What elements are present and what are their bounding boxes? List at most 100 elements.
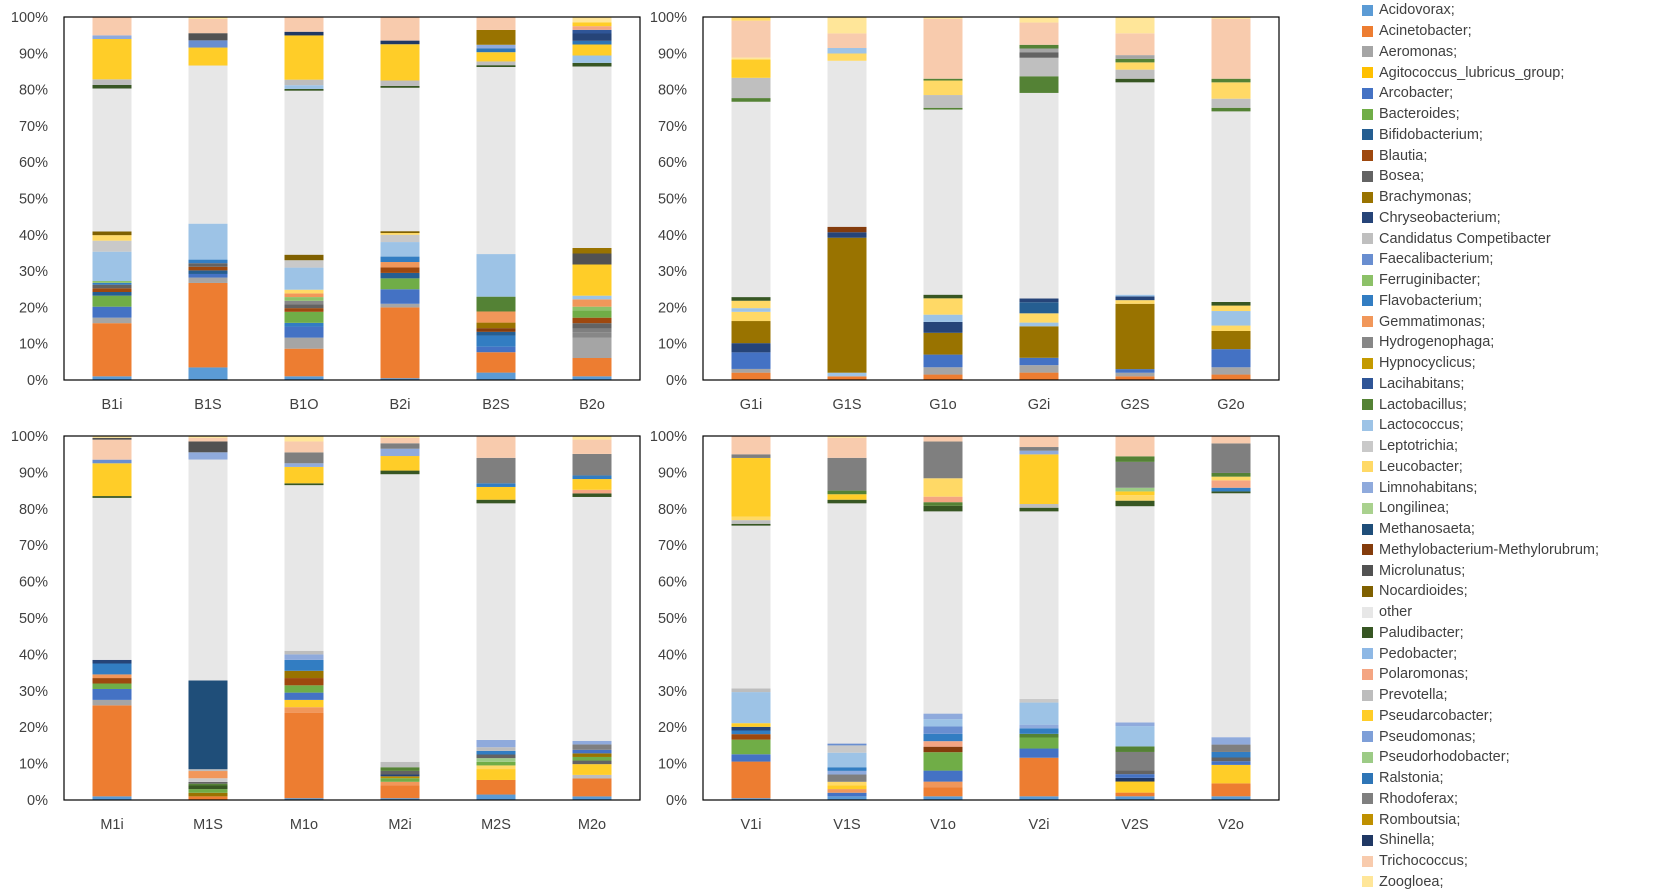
legend-label: Lactobacillus; xyxy=(1379,396,1467,413)
y-tick-label: 0% xyxy=(666,793,687,809)
bar-segment xyxy=(1211,107,1251,112)
y-tick-label: 10% xyxy=(658,757,687,773)
legend-item: Bosea; xyxy=(1362,166,1654,187)
legend-swatch xyxy=(1362,4,1373,16)
bar-segment xyxy=(380,80,420,86)
x-tick-label: V1S xyxy=(833,817,860,833)
bar-segment xyxy=(476,499,516,504)
bar-segment xyxy=(572,328,612,333)
bar-G1o xyxy=(923,17,963,380)
bar-segment xyxy=(92,463,132,497)
bar-segment xyxy=(731,368,771,373)
bar-segment xyxy=(92,295,132,307)
legend-label: Ferruginibacter; xyxy=(1379,272,1481,289)
bar-segment xyxy=(92,497,132,660)
bar-segment xyxy=(380,456,420,471)
bar-segment xyxy=(731,98,771,102)
bar-segment xyxy=(572,317,612,324)
legend-swatch xyxy=(1362,419,1373,431)
bar-segment xyxy=(284,326,324,338)
legend-swatch xyxy=(1362,253,1373,265)
bar-segment xyxy=(284,311,324,323)
legend-swatch xyxy=(1362,606,1373,618)
bar-segment xyxy=(284,670,324,679)
y-tick-label: 40% xyxy=(658,647,687,663)
x-tick-label: V1o xyxy=(930,817,956,833)
bar-M1i xyxy=(92,436,132,800)
legend-item: Pseudomonas; xyxy=(1362,726,1654,747)
bar-segment xyxy=(380,232,420,235)
bar-segment xyxy=(1019,454,1059,505)
legend-item: Leptotrichia; xyxy=(1362,436,1654,457)
bar-segment xyxy=(284,308,324,312)
bar-segment xyxy=(284,650,324,655)
bar-segment xyxy=(92,439,132,460)
bar-segment xyxy=(1115,62,1155,70)
bar-segment xyxy=(1019,92,1059,299)
bar-segment xyxy=(923,781,963,788)
bar-segment xyxy=(572,764,612,775)
bar-segment xyxy=(1115,33,1155,56)
y-tick-label: 100% xyxy=(650,10,687,26)
y-tick-label: 100% xyxy=(11,10,48,26)
y-tick-label: 90% xyxy=(19,465,48,481)
y-tick-label: 100% xyxy=(650,429,687,445)
bar-segment xyxy=(476,48,516,53)
bar-segment xyxy=(572,376,612,380)
bar-segment xyxy=(923,752,963,771)
bar-segment xyxy=(476,44,516,49)
x-tick-label: G2i xyxy=(1028,397,1051,413)
bar-segment xyxy=(731,734,771,740)
bar-segment xyxy=(1019,298,1059,303)
y-tick-label: 60% xyxy=(658,575,687,591)
bar-segment xyxy=(92,317,132,324)
bar-segment xyxy=(1211,374,1251,380)
bar-segment xyxy=(380,767,420,771)
x-tick-label: M2i xyxy=(388,817,411,833)
x-tick-label: G1S xyxy=(832,397,861,413)
legend-label: Romboutsia; xyxy=(1379,811,1461,828)
bar-segment xyxy=(923,314,963,322)
legend-swatch xyxy=(1362,336,1373,348)
bar-G1S xyxy=(827,17,867,380)
bar-G2o xyxy=(1211,17,1251,380)
bar-segment xyxy=(572,760,612,765)
legend-label: Lactococcus; xyxy=(1379,417,1464,434)
bar-segment xyxy=(188,436,228,438)
y-tick-label: 100% xyxy=(11,429,48,445)
bar-segment xyxy=(476,436,516,458)
bar-segment xyxy=(284,692,324,700)
bar-segment xyxy=(380,303,420,308)
bar-segment xyxy=(284,685,324,693)
bar-segment xyxy=(476,29,516,45)
bar-segment xyxy=(476,483,516,487)
legend-swatch xyxy=(1362,295,1373,307)
bar-segment xyxy=(572,17,612,23)
x-tick-label: M1i xyxy=(100,817,123,833)
legend-swatch xyxy=(1362,46,1373,58)
bar-segment xyxy=(572,332,612,338)
legend-label: Bosea; xyxy=(1379,168,1425,185)
legend-item: Bacteroides; xyxy=(1362,104,1654,125)
bar-segment xyxy=(827,770,867,775)
bar-segment xyxy=(923,78,963,81)
bar-segment xyxy=(284,699,324,708)
legend-swatch xyxy=(1362,834,1373,846)
bar-segment xyxy=(827,226,867,233)
bar-segment xyxy=(731,692,771,724)
bar-segment xyxy=(1211,472,1251,477)
bar-B2S xyxy=(476,17,516,380)
bar-segment xyxy=(476,769,516,780)
legend-item: Acidovorax; xyxy=(1362,0,1654,21)
y-tick-label: 80% xyxy=(658,502,687,518)
legend-label: Agitococcus_lubricus_group; xyxy=(1379,64,1565,81)
bar-segment xyxy=(188,459,228,681)
bar-segment xyxy=(1019,728,1059,734)
y-tick-label: 0% xyxy=(27,373,48,389)
bar-segment xyxy=(188,792,228,797)
bar-segment xyxy=(188,452,228,460)
legend-label: Prevotella; xyxy=(1379,687,1448,704)
y-tick-label: 60% xyxy=(658,155,687,171)
y-tick-label: 80% xyxy=(658,83,687,99)
bar-segment xyxy=(476,17,516,30)
